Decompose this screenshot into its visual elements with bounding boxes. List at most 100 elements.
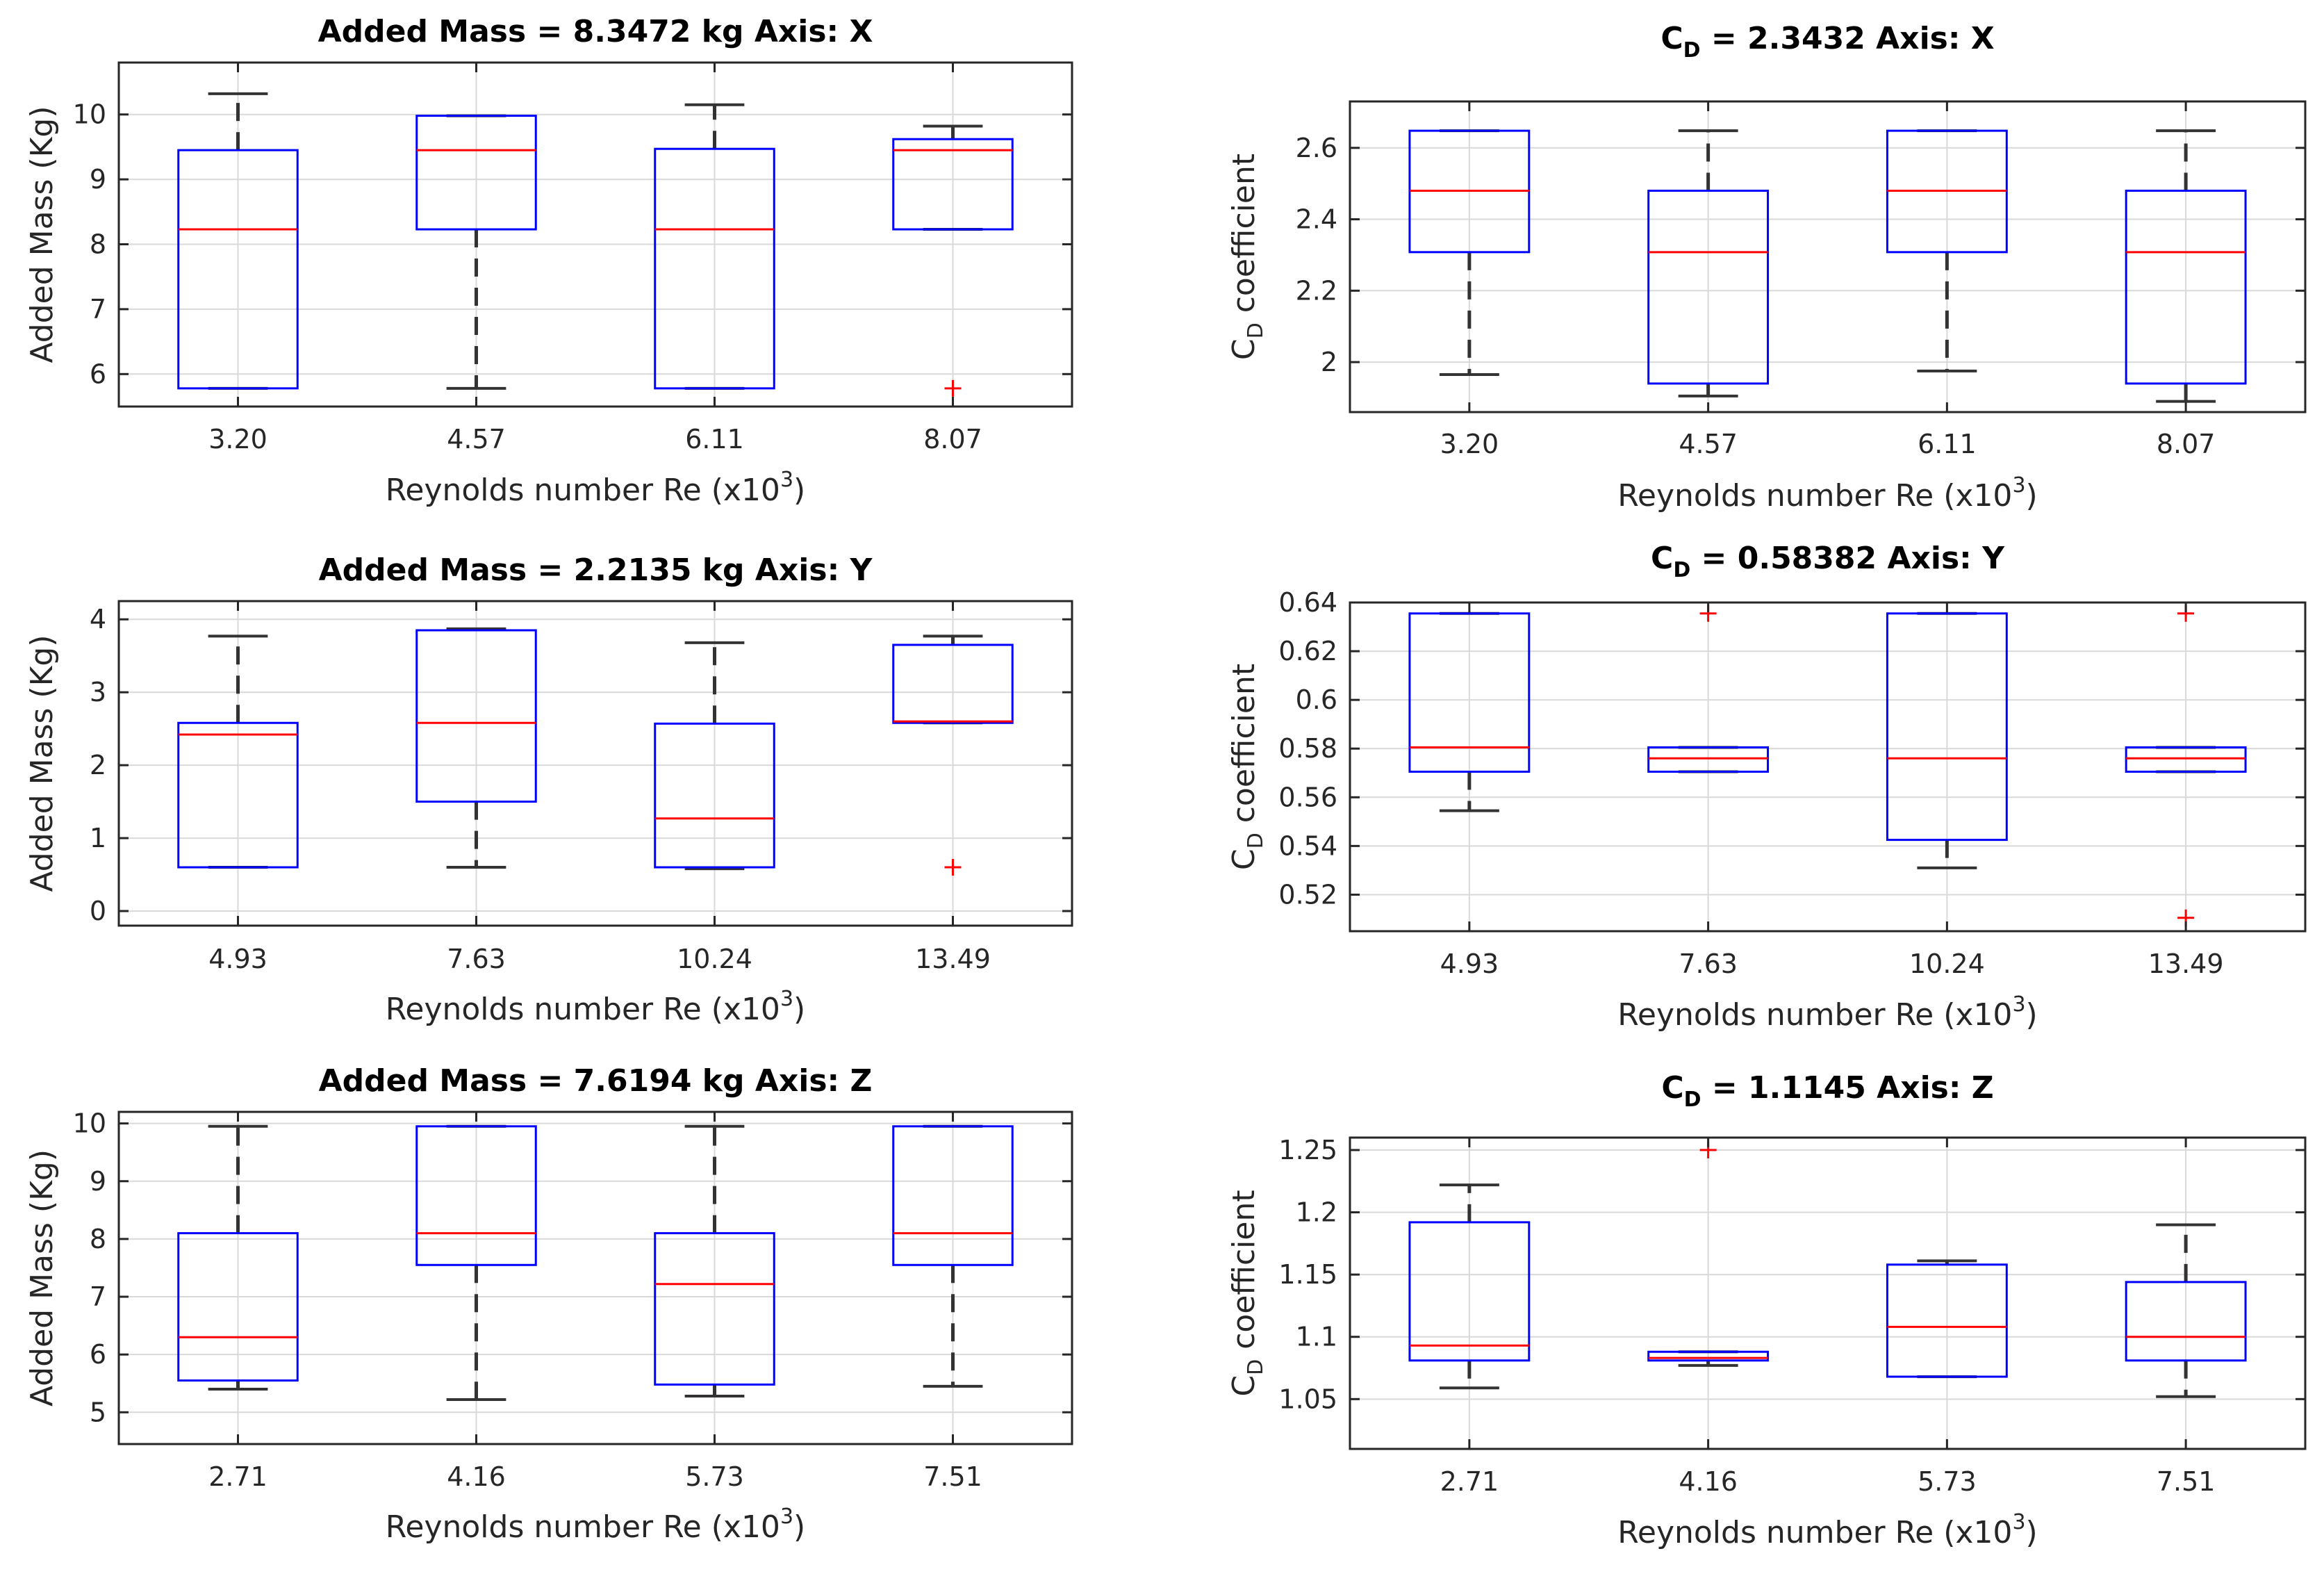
box-3.20 (1408, 129, 1531, 377)
y-tick-label: 8 (90, 1224, 106, 1254)
box-7.63 (1647, 605, 1770, 773)
x-tick-label: 2.71 (208, 1461, 267, 1492)
box-13.49 (892, 634, 1014, 876)
y-tick-label: 9 (90, 1166, 106, 1197)
box-8.07 (2125, 129, 2247, 403)
y-tick-label: 10 (73, 1108, 106, 1139)
iqr-box (1886, 612, 2008, 842)
axes-frame (117, 1110, 1073, 1445)
chart-panel-5: 5 6 7 8 9 10 2.71 4.16 5.73 7.51 Added Mass = 7.61… (24, 1063, 1073, 1545)
x-label-text: ) (793, 1509, 805, 1545)
x-label-text: ) (2026, 478, 2038, 514)
x-tick-label: 4.16 (447, 1461, 506, 1492)
y-tick-label: 1 (90, 823, 106, 853)
y-label-subscript: D (1244, 833, 1268, 849)
chart-panel-1: 6 7 8 9 10 3.20 4.57 6.11 8.07 Added Mass = 8.347… (24, 14, 1073, 508)
x-tick-label: 8.07 (2157, 429, 2216, 459)
y-tick-label: 1.1 (1296, 1322, 1337, 1352)
x-tick-label: 7.51 (923, 1461, 982, 1492)
x-axis-label: Reynolds number Re (x103) (1617, 473, 2037, 514)
iqr-box (177, 721, 299, 869)
x-tick-label: 3.20 (208, 424, 267, 454)
iqr-box (177, 149, 299, 390)
plot-area (119, 601, 1072, 926)
outlier-marker (944, 859, 962, 876)
iqr-box (654, 147, 775, 390)
y-label-text: coefficient (1226, 154, 1262, 322)
iqr-box (1408, 612, 1531, 773)
box-6.11 (1886, 129, 2008, 372)
chart-title: Added Mass = 8.3472 kg Axis: X (318, 14, 873, 49)
iqr-box (2125, 1281, 2247, 1362)
x-tick-label: 6.11 (685, 424, 744, 454)
iqr-box (1886, 1263, 2008, 1378)
iqr-box (1647, 746, 1770, 773)
chart-panel-4: 0.52 0.54 0.56 0.58 0.6 0.62 0.64 4.93 7.63 10.24… (1226, 541, 2307, 1033)
iqr-box (1408, 1221, 1531, 1362)
plot-area (119, 1112, 1072, 1444)
y-tick-label: 8 (90, 229, 106, 260)
title-subscript: D (1684, 1088, 1701, 1112)
y-tick-label: 1.05 (1278, 1384, 1337, 1414)
x-label-superscript: 3 (780, 1505, 793, 1529)
y-tick-label: 4 (90, 604, 106, 634)
iqr-box (415, 629, 537, 803)
y-tick-label: 2 (90, 750, 106, 780)
x-tick-label: 13.49 (2148, 949, 2224, 979)
x-tick-label: 6.11 (1918, 429, 1977, 459)
y-tick-label: 7 (90, 1281, 106, 1312)
y-label-subscript: D (1244, 1359, 1268, 1375)
iqr-box (1647, 1350, 1770, 1362)
y-tick-label: 2.4 (1296, 204, 1337, 235)
y-axis-label: CD coefficient (1226, 154, 1268, 360)
y-tick-label: 9 (90, 164, 106, 195)
x-label-text: ) (2026, 1515, 2038, 1550)
box-7.51 (2125, 1223, 2247, 1398)
iqr-box (177, 1232, 299, 1382)
y-tick-label: 2.2 (1296, 275, 1337, 306)
plot-area (119, 63, 1072, 407)
y-label-text: C (1226, 338, 1262, 360)
y-tick-label: 1.15 (1278, 1259, 1337, 1290)
box-2.71 (177, 1124, 299, 1391)
y-tick-label: 10 (73, 99, 106, 130)
y-tick-label: 0.54 (1278, 830, 1337, 861)
y-tick-label: 2.6 (1296, 133, 1337, 163)
iqr-box (892, 643, 1014, 724)
chart-title: Added Mass = 2.2135 kg Axis: Y (319, 552, 873, 588)
axes-frame (1349, 100, 2307, 413)
y-tick-label: 0.52 (1278, 879, 1337, 910)
y-axis-label: CD coefficient (1226, 1190, 1268, 1396)
x-tick-label: 5.73 (1918, 1466, 1977, 1497)
iqr-box (2125, 746, 2247, 773)
box-8.07 (892, 124, 1014, 397)
box-7.63 (415, 627, 537, 869)
y-tick-label: 0 (90, 896, 106, 926)
y-tick-label: 0.58 (1278, 733, 1337, 764)
iqr-box (654, 722, 775, 869)
box-3.20 (177, 92, 299, 390)
plot-area (1350, 602, 2305, 931)
iqr-box (415, 115, 537, 231)
x-label-superscript: 3 (780, 987, 793, 1011)
title-text: = 1.1145 Axis: Z (1701, 1070, 1994, 1106)
box-6.11 (654, 103, 775, 390)
plot-area (1350, 101, 2305, 412)
x-tick-label: 7.51 (2157, 1466, 2216, 1497)
x-tick-label: 4.93 (1440, 949, 1499, 979)
outlier-marker (944, 379, 962, 397)
box-10.24 (654, 641, 775, 871)
chart-title: CD = 0.58382 Axis: Y (1651, 541, 2005, 582)
box-4.93 (1408, 612, 1531, 812)
box-7.51 (892, 1124, 1014, 1388)
box-4.57 (415, 114, 537, 390)
y-tick-label: 1.2 (1296, 1197, 1337, 1228)
axes-frame (1349, 1136, 2307, 1450)
y-tick-label: 6 (90, 359, 106, 389)
x-tick-label: 8.07 (923, 424, 982, 454)
iqr-box (1647, 189, 1770, 385)
x-label-text: Reynolds number Re (x10 (386, 1509, 780, 1545)
chart-title: CD = 2.3432 Axis: X (1660, 21, 1994, 63)
